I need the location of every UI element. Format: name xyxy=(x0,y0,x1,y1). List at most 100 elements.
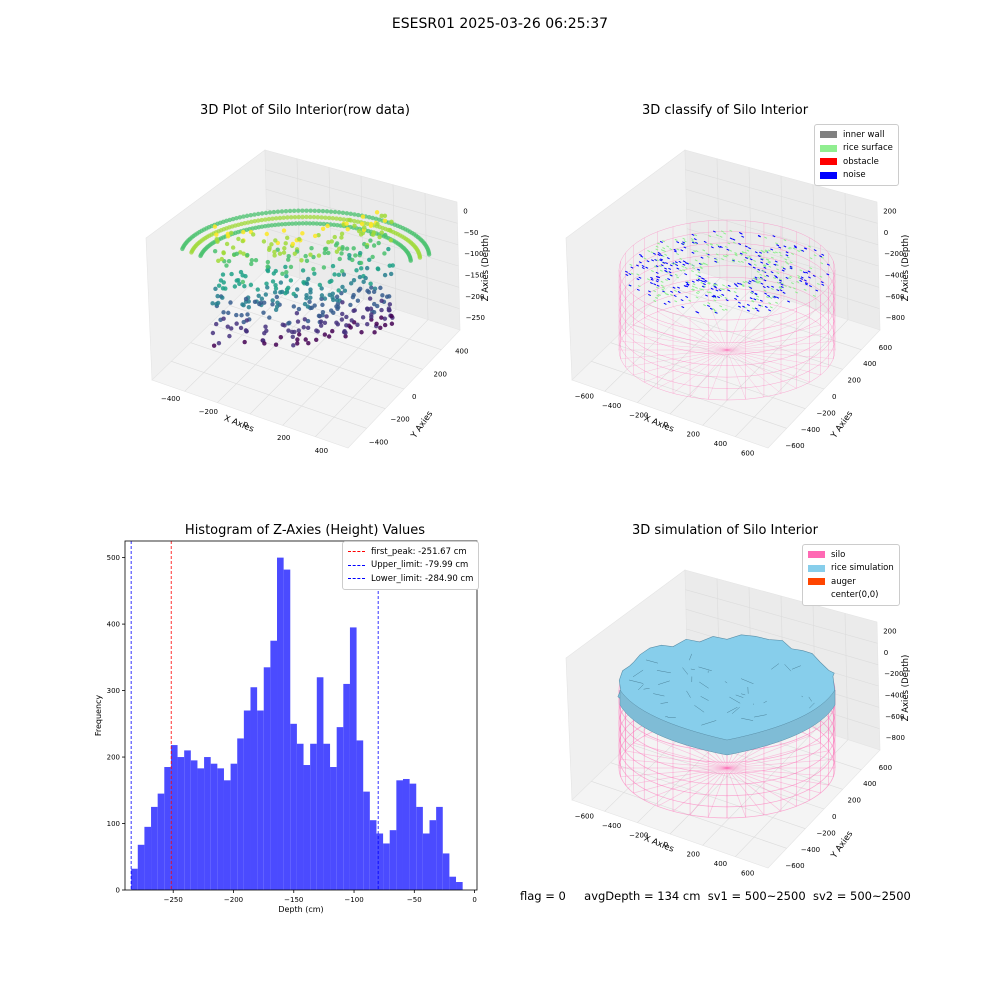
plot1-point xyxy=(216,283,222,288)
plot2-point xyxy=(742,281,746,284)
plot2-point xyxy=(710,246,714,249)
plot2-point xyxy=(640,255,644,258)
histogram-bar xyxy=(230,763,238,890)
plot1-point xyxy=(257,301,262,307)
plot2-point xyxy=(636,288,640,291)
plot1-point xyxy=(270,216,275,221)
plot4-y-tick-label: 200 xyxy=(848,797,861,805)
plot2-point xyxy=(681,265,685,268)
plot1-point xyxy=(240,238,245,244)
plot1-point xyxy=(340,311,345,317)
plot2-silo-spoke xyxy=(726,306,782,351)
plot1-point xyxy=(389,219,394,225)
plot2-point xyxy=(813,254,817,257)
plot4-mesh-line xyxy=(694,705,705,713)
plot1-point xyxy=(273,238,278,243)
plot2-point xyxy=(693,250,697,253)
plot2-x-tick-label: 0 xyxy=(664,421,668,429)
plot2-point xyxy=(685,295,689,298)
plot1-point xyxy=(300,214,305,220)
plot2-point xyxy=(646,278,650,281)
first-peak-line-swatch xyxy=(348,551,365,553)
plot1-point xyxy=(332,209,338,215)
plot2-point xyxy=(802,271,806,274)
plot1-point xyxy=(358,232,364,237)
plot4-silo-spoke xyxy=(726,767,810,801)
plot1-point xyxy=(328,209,334,214)
plot1-point xyxy=(272,253,277,258)
plot1-point xyxy=(311,221,316,226)
plot2-point xyxy=(747,282,751,285)
plot4-mesh-line xyxy=(763,700,767,704)
plot1-y-tick-label: 400 xyxy=(455,348,468,356)
plot1-point xyxy=(375,221,380,227)
plot1-point xyxy=(253,257,259,263)
plot2-point xyxy=(826,273,830,276)
plot1-point xyxy=(371,289,377,295)
plot4-mesh-line xyxy=(729,696,741,704)
plot2-z-tick-label: −600 xyxy=(885,293,904,301)
legend-label: obstacle xyxy=(843,156,879,167)
plot2-point xyxy=(809,257,813,260)
plot1-point xyxy=(307,299,312,305)
plot2-point xyxy=(686,283,690,286)
plot4-silo-spoke xyxy=(633,742,728,769)
plot4-mesh-line xyxy=(645,659,658,664)
plot2-point xyxy=(780,282,784,285)
plot2-point xyxy=(714,286,718,289)
plot2-point xyxy=(668,271,672,274)
plot4-z-tick-label: −600 xyxy=(885,713,904,721)
plot1-point xyxy=(214,321,219,327)
plot1-point xyxy=(224,263,229,268)
histogram-bar xyxy=(316,677,324,890)
plot2-point xyxy=(662,261,666,264)
plot2-point xyxy=(682,260,686,263)
plot2-silo-spoke xyxy=(726,300,746,351)
plot2-point xyxy=(789,266,793,269)
plot2-point xyxy=(691,233,695,236)
plot1-point xyxy=(311,254,316,260)
plot1-point xyxy=(312,271,317,276)
plot2-point xyxy=(660,264,664,267)
histogram-bar xyxy=(369,820,377,890)
plot1-point xyxy=(291,291,296,297)
plot2-silo-spoke xyxy=(672,306,728,351)
plot1-point xyxy=(334,297,340,303)
plot1-point xyxy=(320,309,326,315)
plot2-point xyxy=(767,249,771,252)
legend-label: Upper_limit: -79.99 cm xyxy=(371,560,469,571)
plot1-point xyxy=(312,233,318,239)
plot2-point xyxy=(760,258,764,261)
plot2-point xyxy=(662,286,666,289)
plot1-point xyxy=(274,304,280,309)
plot2-point xyxy=(719,245,723,248)
plot2-point xyxy=(691,241,695,244)
upper-limit-line-swatch xyxy=(348,564,365,566)
plot2-point xyxy=(680,249,684,252)
plot1-point xyxy=(344,246,350,251)
plot2-silo-spoke xyxy=(633,324,728,351)
plot2-point xyxy=(659,269,663,272)
plot1-point xyxy=(210,301,215,306)
plot4-mesh-line xyxy=(701,720,717,726)
plot4-silo-spoke xyxy=(620,758,728,769)
plot4-mesh-line xyxy=(686,690,691,698)
plot1-x-tick-label: −400 xyxy=(161,395,180,403)
obstacle-swatch xyxy=(820,158,837,166)
plot2-silo-spoke xyxy=(644,317,728,351)
plot1-point xyxy=(263,210,269,216)
plot4-title: 3D simulation of Silo Interior xyxy=(632,523,818,538)
plot1-point xyxy=(331,310,336,315)
plot1-title: 3D Plot of Silo Interior(row data) xyxy=(200,103,410,118)
plot1-point xyxy=(220,295,225,300)
plot1-point xyxy=(273,342,279,347)
plot1-point xyxy=(272,249,277,255)
plot1-point xyxy=(287,208,293,214)
plot2-point xyxy=(778,286,782,289)
plot1-point xyxy=(259,224,265,229)
plot1-point xyxy=(279,289,285,295)
plot1-point xyxy=(388,271,394,277)
plot1-point xyxy=(306,340,311,346)
plot2-point xyxy=(707,282,711,285)
plot4-silo-spoke xyxy=(726,767,834,778)
